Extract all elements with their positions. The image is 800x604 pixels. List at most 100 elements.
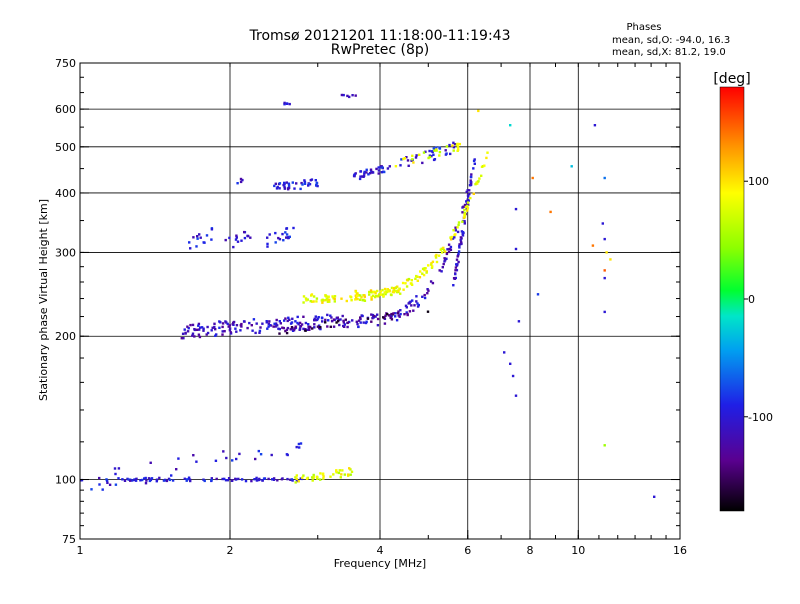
data-point-multiple-echoes-2f xyxy=(203,241,206,244)
data-point-multiple-echoes-x xyxy=(422,151,426,154)
data-point-f-layer-o-mode xyxy=(191,323,195,327)
data-point-multiple-echoes-2f xyxy=(428,154,432,157)
data-point-multiple-echoes-2f xyxy=(232,245,235,249)
y-tick-label: 300 xyxy=(55,246,76,259)
x-axis: 1 2 4 6 8 10 16 xyxy=(77,63,687,557)
data-point-scattered-returns xyxy=(536,293,540,296)
data-point-f-layer-x-mode xyxy=(407,277,411,281)
data-point-e-layer-x xyxy=(295,474,298,477)
data-point-e-layer-x xyxy=(302,474,305,477)
data-point-multiple-echoes-2f xyxy=(266,236,269,239)
data-point-e-layer-x xyxy=(319,472,322,475)
data-point-f-layer-o-mode xyxy=(317,316,320,319)
data-point-f-layer-x-mode xyxy=(363,299,367,302)
data-point-f-layer-transition xyxy=(359,317,362,321)
data-point-multiple-echoes-2f xyxy=(371,170,374,174)
x-axis-label: Frequency [MHz] xyxy=(334,557,426,570)
data-point-multiple-echoes-2f xyxy=(288,235,291,238)
data-point-multiple-echoes-2f xyxy=(236,182,239,185)
data-point-f-layer-o-mode xyxy=(191,332,195,335)
data-point-f-layer-x-mode xyxy=(368,290,371,294)
data-point-multiple-echoes-x xyxy=(456,146,460,149)
data-point-f-layer-x-mode xyxy=(355,292,359,295)
data-point-multiple-echoes-2f xyxy=(363,170,366,174)
data-point-f-layer-o-mode xyxy=(329,314,332,317)
data-point-f-layer-x-mode xyxy=(416,275,419,278)
data-point-f-layer-x-mode xyxy=(394,286,398,289)
data-point-f-layer-o-mode xyxy=(361,314,364,318)
data-point-e-layer-o xyxy=(271,478,274,481)
data-point-f-layer-o-mode xyxy=(205,333,208,336)
data-point-f-layer-o-mode xyxy=(447,243,451,246)
data-point-f-layer-o-mode xyxy=(308,328,311,331)
data-point-e-layer-o xyxy=(150,477,154,480)
data-point-multiple-echoes-2f xyxy=(363,172,366,175)
data-point-f-layer-o-mode xyxy=(453,236,456,239)
data-point-f-layer-x-mode xyxy=(328,300,331,303)
data-point-f-layer-o-mode xyxy=(440,270,443,273)
data-point-e-layer-o xyxy=(263,477,267,480)
data-point-f-layer-x-mode xyxy=(390,286,394,290)
data-point-f-layer-o-mode xyxy=(259,326,262,329)
data-point-f-layer-x-mode xyxy=(452,229,455,232)
data-point-e-layer-o xyxy=(225,456,228,460)
data-point-e-layer-o xyxy=(250,479,253,483)
data-point-f-layer-o-mode xyxy=(300,323,304,326)
data-point-f-layer-o-mode xyxy=(339,318,342,321)
data-point-f-layer-x-mode xyxy=(376,289,379,293)
data-point-multiple-echoes-2f xyxy=(365,171,368,174)
data-point-e-layer-o xyxy=(299,442,303,445)
data-point-e-layer-o xyxy=(135,477,138,480)
data-point-multiple-echoes-2f xyxy=(283,185,286,188)
data-point-multiple-echoes-2f xyxy=(303,182,307,185)
data-point-multiple-echoes-2f xyxy=(432,153,435,156)
data-point-e-layer-o xyxy=(158,476,161,480)
data-point-multiple-echoes-2f xyxy=(342,93,345,97)
data-point-f-layer-o-mode xyxy=(398,315,401,318)
data-point-f-layer-x-mode xyxy=(326,300,330,303)
data-point-f-layer-o-mode xyxy=(272,325,275,328)
data-point-f-layer-o-mode xyxy=(455,263,458,266)
data-point-e-layer-o xyxy=(299,477,302,480)
data-point-multiple-echoes-2f xyxy=(292,226,295,230)
data-point-multiple-echoes-2f xyxy=(400,158,403,161)
x-tick-label: 10 xyxy=(571,544,585,557)
data-point-f-layer-o-mode xyxy=(342,321,345,324)
data-point-e-layer-x xyxy=(294,476,297,479)
data-point-multiple-echoes-x xyxy=(452,149,455,152)
data-point-scattered-returns xyxy=(603,444,606,447)
y-tick-label: 600 xyxy=(55,103,76,116)
data-point-multiple-echoes-x xyxy=(427,156,430,160)
data-point-f-layer-transition xyxy=(382,316,385,319)
data-point-f-layer-o-mode xyxy=(206,325,209,329)
data-point-f-layer-o-mode xyxy=(374,315,377,318)
data-point-f-layer-x-mode xyxy=(382,294,385,297)
data-point-e-layer-o xyxy=(210,478,213,482)
data-point-f-layer-o-mode xyxy=(466,189,469,192)
data-point-f-layer-o-mode xyxy=(457,250,461,253)
data-point-f-layer-o-mode xyxy=(213,322,216,325)
data-point-f-layer-o-mode xyxy=(199,326,202,329)
data-point-f-layer-transition xyxy=(319,326,322,329)
data-point-e-layer-o xyxy=(101,488,104,491)
phases-box: Phases mean, sd,O: -94.0, 16.3 mean, sd,… xyxy=(612,22,730,58)
data-point-e-layer-x xyxy=(301,476,304,479)
data-point-multiple-echoes-x xyxy=(457,148,460,151)
data-point-scattered-returns xyxy=(591,244,595,247)
data-point-e-layer-x xyxy=(311,476,314,479)
data-point-multiple-echoes-2f xyxy=(243,230,246,234)
data-point-scattered-returns xyxy=(603,310,606,314)
data-point-f-layer-x-mode xyxy=(302,301,305,304)
data-point-f-layer-x-mode xyxy=(328,298,331,302)
data-point-f-layer-o-mode xyxy=(359,321,362,324)
data-point-e-layer-o xyxy=(231,479,234,482)
x-tick-label: 2 xyxy=(227,544,234,557)
data-point-multiple-echoes-2f xyxy=(303,180,307,184)
data-point-scattered-returns xyxy=(514,394,518,397)
data-point-f-layer-o-mode xyxy=(407,302,410,305)
data-point-scattered-returns xyxy=(549,210,552,214)
data-point-f-layer-x-mode xyxy=(381,288,384,292)
data-point-multiple-echoes-2f xyxy=(281,232,284,236)
data-point-f-layer-o-mode xyxy=(255,322,258,325)
data-point-scattered-returns xyxy=(514,247,518,251)
